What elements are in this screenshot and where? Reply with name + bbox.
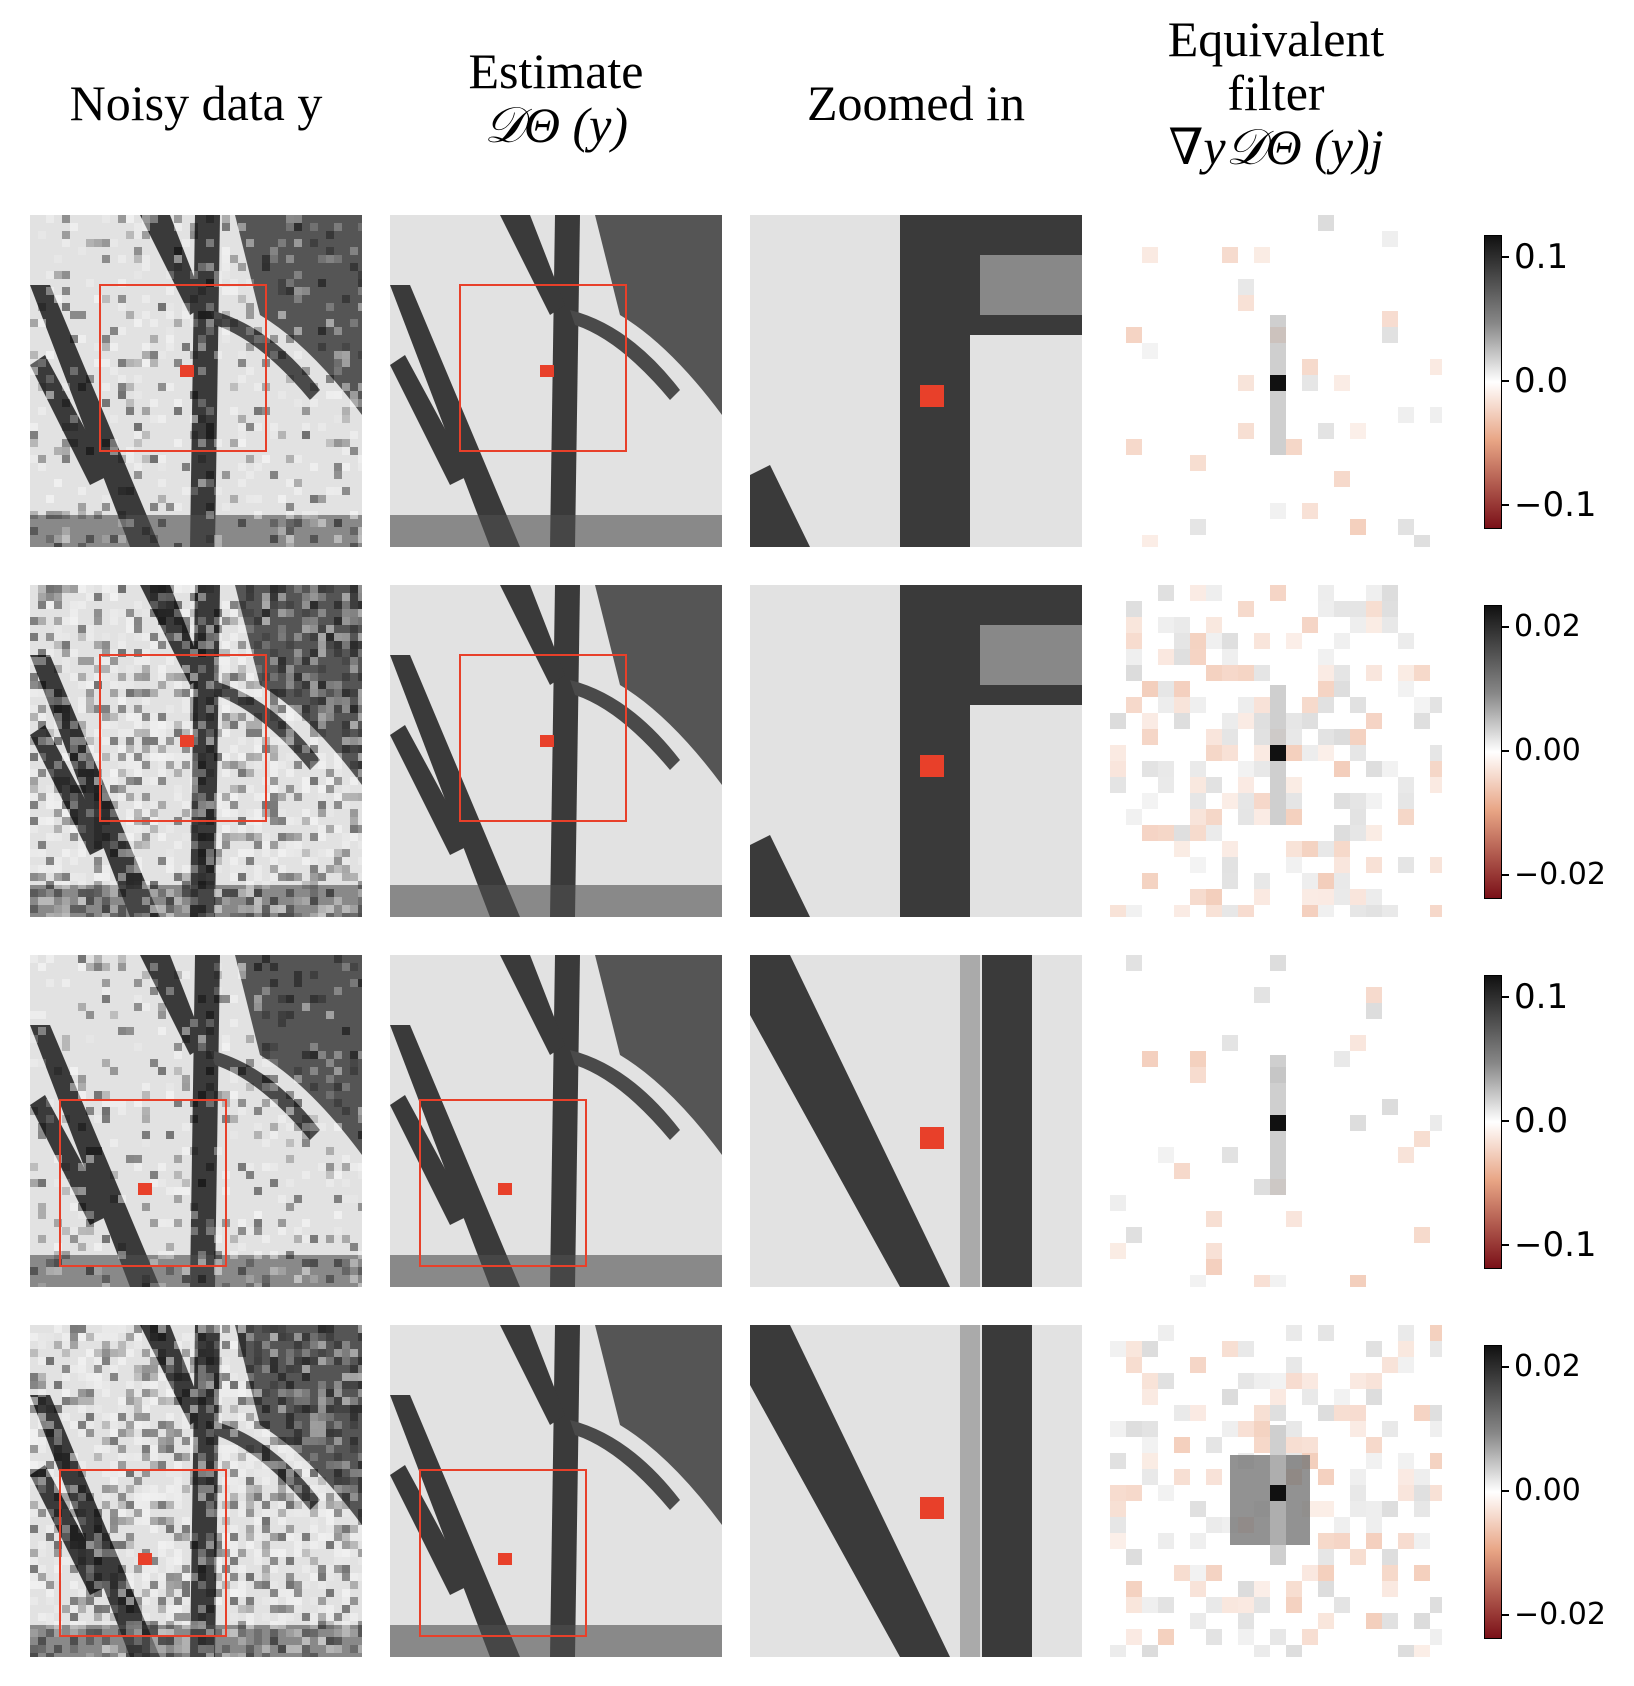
colorbar-tick-label: 0.02 xyxy=(1514,1348,1581,1384)
header-estimate-label: Estimate xyxy=(468,43,644,99)
zoomed-image-panel xyxy=(750,955,1082,1287)
colorbar-tick-mark xyxy=(1501,750,1509,752)
header-noisy-data: Noisy data y xyxy=(30,76,362,130)
colorbar xyxy=(1484,605,1502,899)
header-filter-formula: ∇y𝒟Θ (y)j xyxy=(1168,119,1384,175)
equivalent-filter-panel xyxy=(1110,215,1442,547)
zoomed-image-panel xyxy=(750,585,1082,917)
equivalent-filter-panel xyxy=(1110,585,1442,917)
colorbar-tick-label: 0.00 xyxy=(1514,733,1581,768)
header-filter-line2: filter xyxy=(1227,65,1325,121)
colorbar-tick-mark xyxy=(1501,995,1509,998)
estimate-image-panel xyxy=(390,955,722,1287)
colorbar-tick-mark xyxy=(1501,1490,1509,1492)
colorbar-tick-mark xyxy=(1501,255,1509,258)
estimate-image-panel xyxy=(390,215,722,547)
estimate-image-panel xyxy=(390,585,722,917)
header-estimate: Estimate 𝒟Θ (y) xyxy=(390,44,722,152)
colorbar-tick-label: 0.0 xyxy=(1514,1100,1569,1141)
noisy-image-panel xyxy=(30,215,362,547)
colorbar-tick-label: −0.02 xyxy=(1514,857,1606,893)
colorbar-tick-mark xyxy=(1501,504,1509,507)
header-zoom-label: Zoomed in xyxy=(806,75,1026,131)
colorbar-tick-label: −0.1 xyxy=(1514,484,1597,525)
noisy-image-panel xyxy=(30,955,362,1287)
header-filter-line1: Equivalent xyxy=(1167,11,1385,67)
colorbar-tick-label: −0.1 xyxy=(1514,1224,1597,1265)
colorbar-tick-label: 0.02 xyxy=(1514,608,1581,644)
header-noisy-label: Noisy data y xyxy=(69,75,323,131)
colorbar-tick-mark xyxy=(1501,625,1509,628)
colorbar-tick-label: 0.00 xyxy=(1514,1473,1581,1508)
colorbar-tick-mark xyxy=(1501,874,1509,877)
header-equivalent-filter: Equivalent filter ∇y𝒟Θ (y)j xyxy=(1110,12,1442,174)
colorbar-tick-mark xyxy=(1501,1120,1509,1122)
zoomed-image-panel xyxy=(750,215,1082,547)
equivalent-filter-panel xyxy=(1110,1325,1442,1657)
colorbar-tick-label: 0.0 xyxy=(1514,360,1569,401)
colorbar xyxy=(1484,235,1502,529)
colorbar-tick-mark xyxy=(1501,380,1509,382)
colorbar xyxy=(1484,975,1502,1269)
header-estimate-formula: 𝒟Θ (y) xyxy=(483,97,628,153)
zoomed-image-panel xyxy=(750,1325,1082,1657)
header-zoomed-in: Zoomed in xyxy=(750,76,1082,130)
equivalent-filter-panel xyxy=(1110,955,1442,1287)
colorbar xyxy=(1484,1345,1502,1639)
colorbar-tick-mark xyxy=(1501,1365,1509,1368)
colorbar-tick-mark xyxy=(1501,1614,1509,1617)
noisy-image-panel xyxy=(30,585,362,917)
colorbar-tick-label: 0.1 xyxy=(1514,236,1569,277)
colorbar-tick-label: 0.1 xyxy=(1514,976,1569,1017)
estimate-image-panel xyxy=(390,1325,722,1657)
colorbar-tick-label: −0.02 xyxy=(1514,1597,1606,1633)
noisy-image-panel xyxy=(30,1325,362,1657)
colorbar-tick-mark xyxy=(1501,1244,1509,1247)
